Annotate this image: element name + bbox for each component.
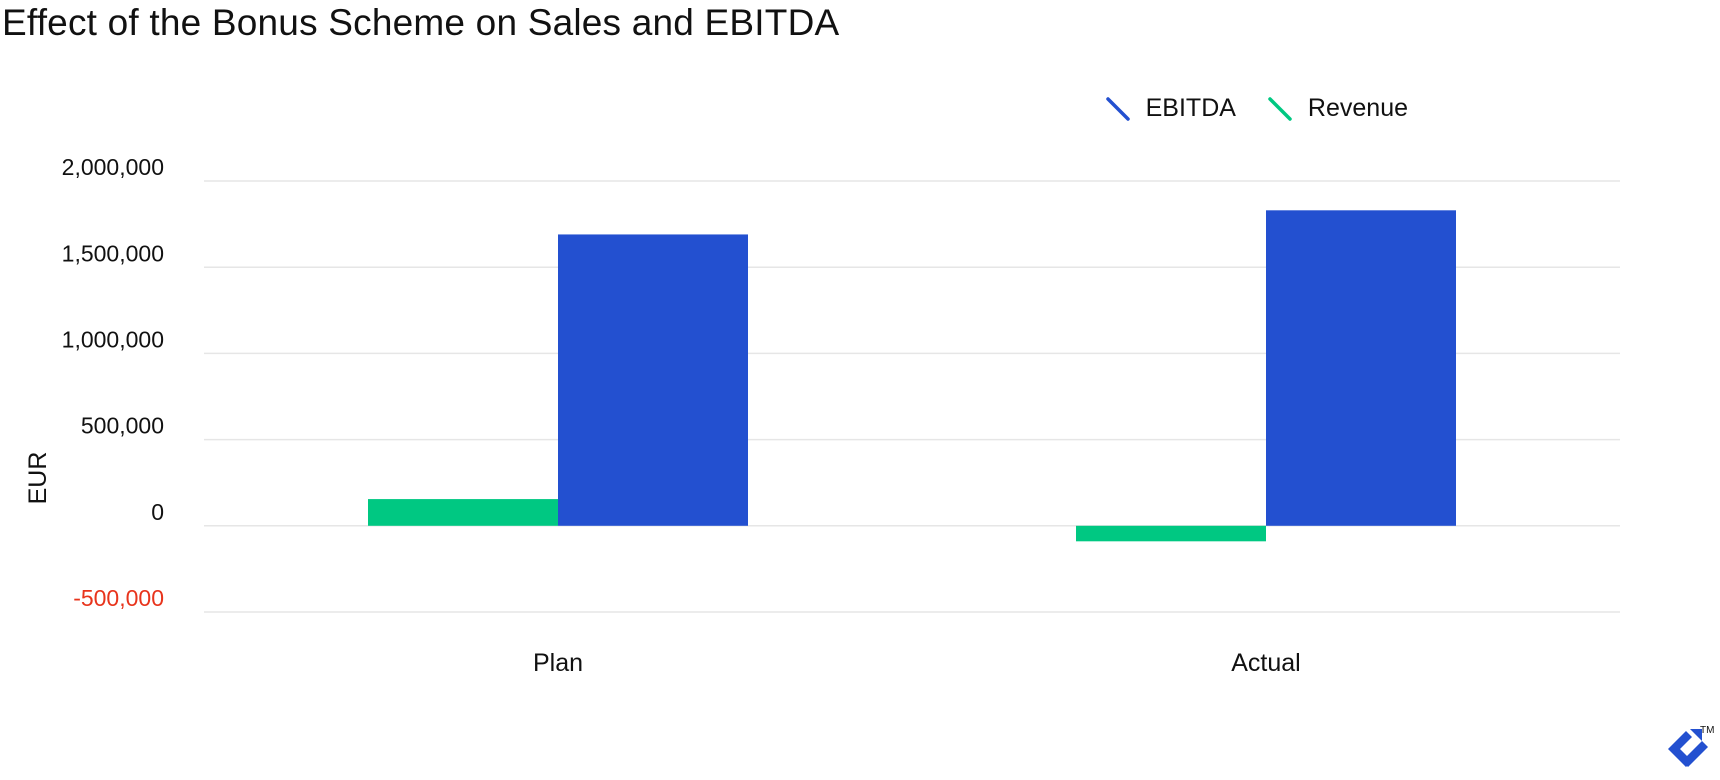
legend-swatch-ebitda-icon [1105, 96, 1130, 121]
toptal-logo-icon: TM [1662, 721, 1716, 778]
x-category-label: Plan [533, 649, 583, 677]
y-tick-label: 1,000,000 [62, 326, 164, 352]
x-category-label: Actual [1231, 649, 1300, 677]
y-axis-label: EUR [24, 452, 52, 505]
bar-ebitda-plan [558, 234, 748, 526]
legend-swatch-revenue-icon [1268, 96, 1292, 121]
legend-label-ebitda: EBITDA [1145, 94, 1236, 122]
y-tick-label: 0 [151, 499, 164, 525]
y-tick-label: 2,000,000 [62, 154, 164, 180]
legend-label-revenue: Revenue [1307, 94, 1408, 122]
legend: EBITDA Revenue [1104, 94, 1408, 123]
bars [368, 210, 1456, 542]
bar-ebitda-actual [1266, 210, 1456, 526]
toptal-logo-mark: TM [1668, 725, 1714, 767]
y-tick-label: -500,000 [73, 585, 164, 611]
trademark-label: TM [1700, 725, 1714, 736]
bar-chart: 2,000,000 1,500,000 1,000,000 500,000 0 -500,… [24, 154, 1620, 677]
bar-revenue-actual [1076, 525, 1266, 542]
y-tick-label: 500,000 [81, 413, 164, 439]
y-tick-label: 1,500,000 [62, 240, 164, 266]
bar-revenue-plan [368, 499, 558, 526]
legend-item-revenue: Revenue [1266, 94, 1408, 123]
chart-title: Effect of the Bonus Scheme on Sales and … [2, 2, 840, 43]
y-tick-labels: 2,000,000 1,500,000 1,000,000 500,000 0 -500,… [62, 154, 164, 611]
x-category-labels: Plan Actual [533, 649, 1301, 677]
legend-item-ebitda: EBITDA [1104, 94, 1236, 123]
